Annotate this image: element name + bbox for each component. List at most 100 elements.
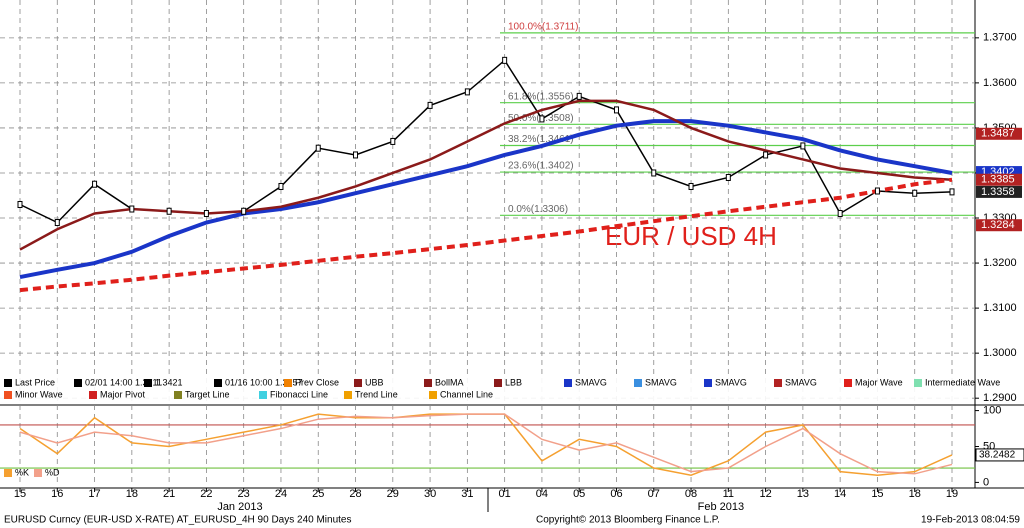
x-tick-label: 08 [685,488,697,500]
legend-swatch [74,379,82,387]
legend-box [0,376,970,402]
fib-label: 100.0%(1.3711) [508,22,578,33]
legend-label: Trend Line [355,389,398,399]
x-tick-label: 16 [51,488,63,500]
price-marker [613,106,619,114]
legend-swatch [4,391,12,399]
y-tick-label: 0 [983,476,989,488]
x-tick-label: 19 [946,488,958,500]
legend-label: SMAVG [785,377,817,387]
value-box [975,448,1024,462]
legend-swatch [704,379,712,387]
x-tick-label: 31 [461,488,473,500]
price-marker [688,182,694,190]
legend-swatch [634,379,642,387]
x-tick-label: 07 [648,488,660,500]
month-label: Jan 2013 [217,501,262,513]
legend-label: Major Pivot [100,389,146,399]
y-tick-label: 1.3100 [983,302,1017,314]
x-tick-label: 23 [238,488,250,500]
price-marker [651,169,657,177]
price-marker [17,201,23,209]
price-label: 1.3385 [981,174,1015,186]
legend-swatch [774,379,782,387]
legend-label: Channel Line [440,389,493,399]
legend-label: Fibonacci Line [270,389,328,399]
x-tick-label: 22 [200,488,212,500]
legend-swatch [174,391,182,399]
price-label-box [976,219,1022,232]
legend-swatch [354,379,362,387]
x-tick-label: 17 [88,488,100,500]
price-marker [241,207,247,215]
price-label-box [976,185,1022,198]
price-marker [800,142,806,150]
legend-swatch [144,379,152,387]
price-marker [576,92,582,100]
price-marker [502,56,508,64]
footer-left: EURUSD Curncy (EUR-USD X-RATE) AT_EURUSD… [4,515,352,526]
fib-label: 23.6%(1.3402) [508,161,574,172]
price-marker [129,205,135,213]
price-marker [203,210,209,218]
x-tick-label: 04 [536,488,548,500]
legend-label: LBB [505,377,522,387]
fib-label: 38.2%(1.3461) [508,134,574,145]
legend-label: Target Line [185,389,230,399]
x-tick-label: 15 [871,488,883,500]
legend-swatch [564,379,572,387]
legend-label: 02/01 14:00 1.3711 [85,377,162,387]
legend-label: SMAVG [575,377,607,387]
x-tick-label: 18 [909,488,921,500]
price-marker [166,207,172,215]
legend-label: Major Wave [855,377,903,387]
price-label-box [976,127,1022,140]
x-tick-label: 24 [275,488,287,500]
x-tick-label: 05 [573,488,585,500]
x-tick-label: 25 [312,488,324,500]
series-line [19,99,953,251]
price-label: 1.3358 [981,186,1015,198]
legend-swatch [914,379,922,387]
price-marker [315,144,321,152]
legend-label: %K [15,467,29,477]
legend-swatch [4,469,12,477]
legend-swatch [284,379,292,387]
x-tick-label: 29 [387,488,399,500]
month-label: Feb 2013 [698,501,744,513]
price-marker [949,188,955,196]
legend-label: 1.3421 [155,377,183,387]
x-tick-label: 30 [424,488,436,500]
legend-label: BollMA [435,377,464,387]
legend-swatch [424,379,432,387]
y-tick-label: 1.3000 [983,347,1017,359]
legend-label: SMAVG [715,377,747,387]
legend-swatch [4,379,12,387]
legend-label: 01/16 10:00 1.3257 [225,377,303,387]
legend-swatch [844,379,852,387]
legend-swatch [89,391,97,399]
price-marker [427,101,433,109]
price-label-box [976,173,1022,186]
footer-center: Copyright© 2013 Bloomberg Finance L.P. [536,515,720,526]
price-marker [912,189,918,197]
legend-label: %D [45,467,60,477]
legend-label: UBB [365,377,384,387]
legend-swatch [214,379,222,387]
y-tick-label: 1.2900 [983,392,1017,404]
price-marker [92,180,98,188]
series-line [19,413,953,475]
x-tick-label: 01 [499,488,511,500]
legend-label: Minor Wave [15,389,63,399]
price-marker [278,182,284,190]
x-tick-label: 14 [834,488,846,500]
price-marker [353,151,359,159]
x-tick-label: 28 [349,488,361,500]
price-marker [837,210,843,218]
legend-swatch [494,379,502,387]
legend-label: SMAVG [645,377,677,387]
x-tick-label: 11 [723,488,734,500]
price-marker [763,151,769,159]
